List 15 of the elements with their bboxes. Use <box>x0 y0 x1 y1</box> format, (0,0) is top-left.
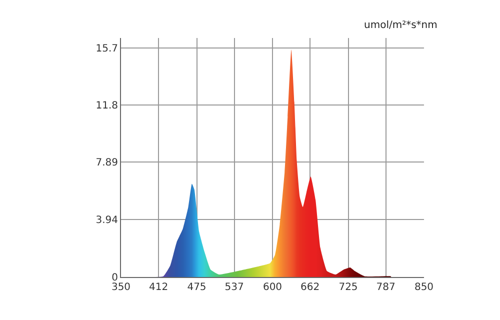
x-tick-label: 600 <box>262 282 282 293</box>
y-tick-label: 15.7 <box>96 44 118 55</box>
x-tick-label: 412 <box>149 282 168 293</box>
y-tick-label: 0 <box>112 272 118 284</box>
x-tick-label: 662 <box>300 282 320 293</box>
x-tick-label: 850 <box>414 282 434 293</box>
x-tick-label: 475 <box>187 282 206 293</box>
y-axis-title: umol/m²*s*nm <box>364 20 438 31</box>
x-tick-label: 537 <box>224 282 244 293</box>
y-tick-label: 11.8 <box>96 100 118 112</box>
x-tick-label: 787 <box>376 282 396 293</box>
x-tick-label: 725 <box>338 282 358 293</box>
x-tick-label: 350 <box>111 282 131 293</box>
y-tick-label: 7.89 <box>96 158 118 169</box>
y-tick-label: 3.94 <box>96 215 118 226</box>
